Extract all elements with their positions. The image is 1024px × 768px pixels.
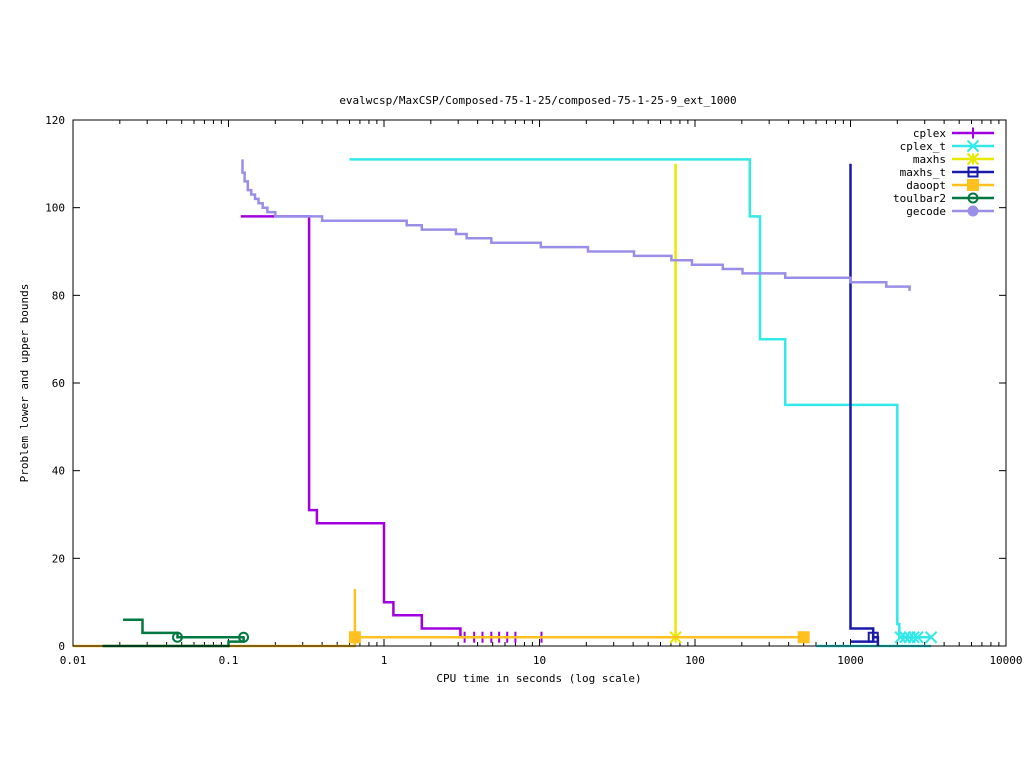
legend-entry: cplex_t <box>900 139 994 153</box>
x-tick-label: 10 <box>533 654 546 667</box>
series-line <box>240 215 542 639</box>
data-point <box>924 631 938 644</box>
legend-entry: maxhs <box>913 152 994 166</box>
legend-marker <box>966 139 980 153</box>
legend-label: cplex_t <box>900 140 946 153</box>
legend-label: toulbar2 <box>893 192 946 205</box>
data-point <box>907 631 920 644</box>
series-line <box>123 618 244 639</box>
legend-entry: gecode <box>906 205 994 218</box>
y-tick-label: 80 <box>52 289 65 302</box>
legend-label: daoopt <box>906 179 946 192</box>
y-tick-label: 40 <box>52 465 65 478</box>
chart-title: evalwcsp/MaxCSP/Composed-75-1-25/compose… <box>339 94 736 107</box>
legend: cplexcplex_tmaxhsmaxhs_tdaoopttoulbar2ge… <box>893 127 994 218</box>
y-tick-label: 60 <box>52 377 65 390</box>
data-point <box>867 631 879 643</box>
data-point <box>348 631 361 644</box>
x-tick-label: 0.01 <box>60 654 87 667</box>
legend-entry: toulbar2 <box>893 192 994 205</box>
data-point <box>894 631 907 644</box>
y-axis-label: Problem lower and upper bounds <box>18 284 31 483</box>
legend-label: gecode <box>906 205 946 218</box>
legend-marker <box>967 192 979 204</box>
legend-entry: cplex <box>913 127 994 140</box>
x-tick-label: 10000 <box>989 654 1022 667</box>
data-point <box>238 631 250 643</box>
legend-label: cplex <box>913 127 946 140</box>
plot-frame <box>72 119 1007 647</box>
legend-marker <box>967 127 979 139</box>
legend-entry: maxhs_t <box>900 166 994 179</box>
data-point <box>172 631 184 643</box>
series-line <box>349 158 932 639</box>
y-tick-label: 120 <box>45 114 65 127</box>
data-point <box>911 631 924 644</box>
series-maxhs_t <box>849 163 880 646</box>
legend-label: maxhs <box>913 153 946 166</box>
y-tick-label: 0 <box>58 640 65 653</box>
x-tick-label: 100 <box>685 654 705 667</box>
data-point <box>797 631 810 644</box>
series-gecode <box>241 159 911 291</box>
x-tick-label: 1 <box>381 654 388 667</box>
legend-marker <box>966 152 980 166</box>
series-line <box>241 159 911 291</box>
legend-marker <box>967 205 979 217</box>
legend-label: maxhs_t <box>900 166 946 179</box>
legend-marker <box>967 179 979 191</box>
x-tick-label: 1000 <box>837 654 864 667</box>
legend-marker <box>967 166 979 178</box>
legend-entry: daoopt <box>906 179 994 192</box>
x-axis-label: CPU time in seconds (log scale) <box>436 672 641 685</box>
y-tick-label: 20 <box>52 552 65 565</box>
y-tick-label: 100 <box>45 202 65 215</box>
x-tick-label: 0.1 <box>219 654 239 667</box>
axes: 0.01 0.1 1 10 100 1000 10000 0 20 40 60 80 100 120 <box>45 114 1022 667</box>
